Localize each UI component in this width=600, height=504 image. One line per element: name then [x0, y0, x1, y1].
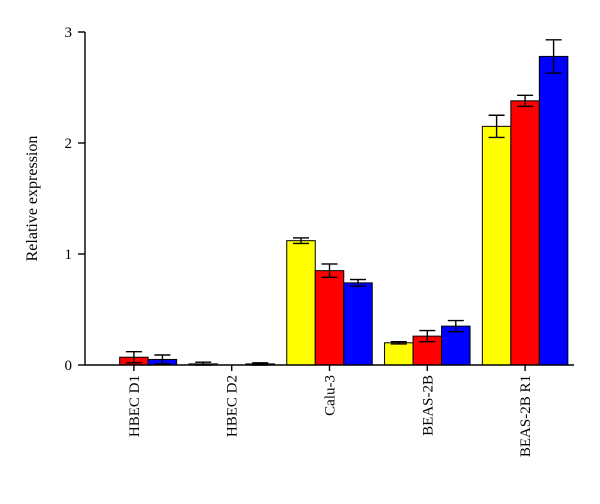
bar-1-beas-2b: [384, 342, 414, 366]
error-bar-3-calu-3: [350, 278, 366, 287]
y-tick-label: 3: [65, 25, 73, 41]
error-bars-layer: [125, 39, 562, 366]
ticks-layer: HBEC D1 HBEC D2 Calu-3 BEAS-2B BEAS-2B R1 0 1 2…: [65, 25, 535, 457]
error-bar-2-beas-2b: [419, 329, 436, 343]
error-bar-3-beas-2b-r1: [545, 39, 562, 74]
error-bar-1-calu-3: [293, 237, 309, 245]
y-tick-label: 1: [65, 247, 73, 263]
bars-layer: [119, 55, 569, 366]
x-tick-label: HBEC D1: [127, 375, 143, 437]
error-bar-3-beas-2b: [447, 319, 464, 333]
bar-3-beas-2b: [441, 325, 471, 366]
error-bar-2-hbec-d1: [125, 350, 142, 364]
bar-3-calu-3: [343, 282, 373, 366]
bar-2-beas-2b-r1: [510, 100, 540, 366]
error-bar-2-calu-3: [321, 263, 338, 279]
error-bar-2-beas-2b-r1: [517, 94, 534, 108]
error-bar-3-hbec-d1: [154, 354, 171, 365]
error-bar-1-beas-2b: [390, 340, 407, 345]
x-tick-label: HBEC D2: [225, 375, 241, 437]
y-tick-label: 0: [65, 358, 73, 374]
bar-2-calu-3: [314, 270, 345, 366]
y-tick-label: 2: [65, 136, 73, 152]
y-axis-title: Relative expression: [24, 136, 41, 262]
bar-1-beas-2b-r1: [481, 125, 512, 366]
x-tick-label: Calu-3: [323, 375, 339, 416]
bar-3-beas-2b-r1: [538, 55, 569, 366]
error-bar-1-beas-2b-r1: [488, 114, 505, 139]
bar-1-calu-3: [286, 240, 316, 366]
x-tick-label: BEAS-2B: [420, 375, 436, 436]
x-tick-label: BEAS-2B R1: [518, 375, 534, 457]
